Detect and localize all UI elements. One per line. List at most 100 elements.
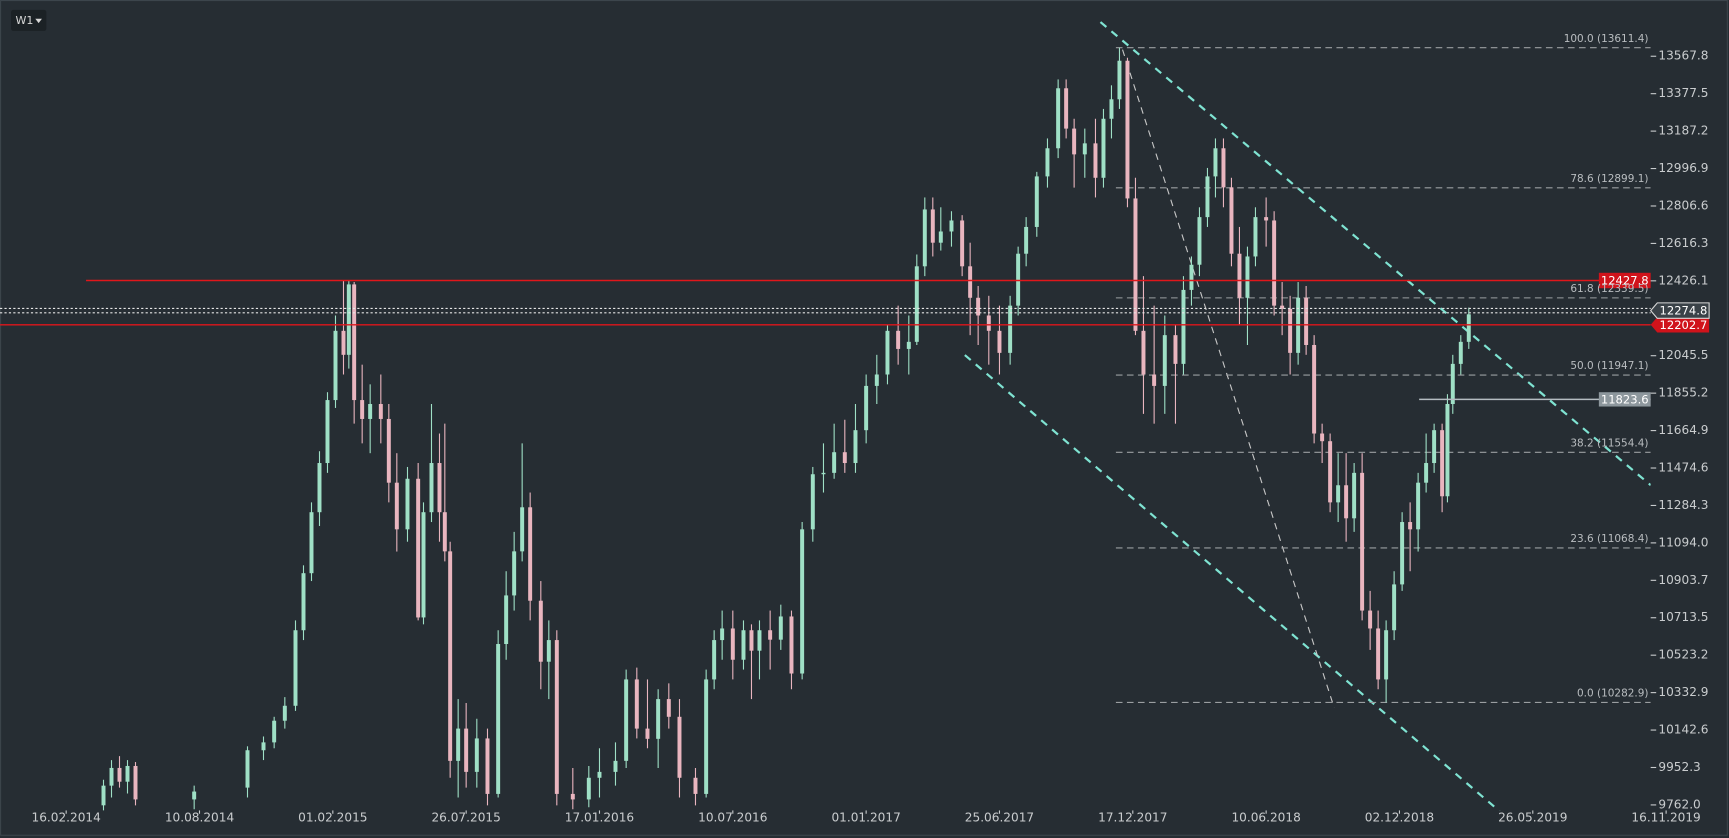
candle-body	[885, 330, 890, 375]
candle-body	[1109, 99, 1114, 119]
candle-body	[378, 404, 383, 419]
trend-line	[964, 354, 1501, 811]
candle-body	[512, 551, 517, 596]
candle-body	[1229, 187, 1234, 254]
candle-body	[930, 209, 935, 243]
level-tag	[1650, 317, 1710, 333]
y-tick-label: 11474.6	[1658, 461, 1708, 475]
candle-body	[117, 767, 122, 782]
dropdown-arrow	[35, 18, 42, 24]
y-tick-label: 13377.5	[1658, 86, 1708, 100]
candle-body	[1288, 308, 1293, 353]
y-tick-label: 11664.9	[1658, 423, 1708, 437]
candle-body	[1173, 335, 1178, 364]
candle-body	[1101, 118, 1106, 178]
candle-body	[666, 699, 671, 717]
y-tick-label: 12045.5	[1658, 348, 1708, 362]
plot-area	[101, 21, 1651, 811]
candle-body	[1466, 314, 1471, 342]
y-tick-label: 12426.1	[1658, 273, 1708, 287]
candle-body	[976, 297, 981, 316]
x-tick-label: 02.12.2018	[1365, 811, 1434, 825]
candle-body	[386, 418, 391, 483]
candle-body	[528, 507, 533, 601]
candle-body	[1141, 330, 1146, 375]
fib-label: 38.2 (11554.4)	[1570, 438, 1648, 450]
y-tick-label: 11855.2	[1658, 386, 1708, 400]
candle-body	[1392, 584, 1397, 631]
x-tick-label: 26.05.2019	[1498, 811, 1567, 825]
x-tick-label: 16.11.2019	[1631, 811, 1700, 825]
candle-body	[448, 551, 453, 761]
timeframe-button[interactable]	[11, 9, 47, 31]
level-tag-label: 12427.8	[1601, 274, 1649, 288]
candle-body	[1376, 628, 1381, 680]
candle-body	[1133, 198, 1138, 331]
candle-body	[261, 742, 266, 751]
y-tick-label: 13567.8	[1658, 49, 1708, 63]
candle-body	[1197, 217, 1202, 265]
candle-body	[309, 512, 314, 574]
candle-body	[485, 738, 490, 794]
candle-body	[1272, 220, 1277, 306]
y-tick-label: 10713.5	[1658, 610, 1708, 624]
fib-label: 61.8 (12339.5)	[1570, 283, 1648, 295]
candle-body	[352, 284, 357, 401]
candle-body	[960, 220, 965, 267]
x-tick-label: 17.01.2016	[565, 811, 634, 825]
candle-body	[125, 765, 130, 782]
candle-body	[914, 266, 919, 342]
x-tick-label: 01.02.2015	[298, 811, 367, 825]
candle-body	[1368, 610, 1373, 629]
y-tick-label: 12806.6	[1658, 198, 1708, 212]
candle-body	[101, 785, 106, 806]
candle-body	[1034, 176, 1039, 227]
candle-body	[645, 728, 650, 739]
candle-body	[853, 430, 858, 464]
candle-body	[1432, 430, 1437, 464]
candle-body	[333, 330, 338, 401]
candle-body	[597, 771, 602, 778]
candle-body	[416, 478, 421, 618]
level-tag	[1598, 272, 1651, 289]
fib-label: 23.6 (11068.4)	[1570, 533, 1648, 545]
gray-level-tag	[1598, 392, 1651, 407]
x-tick-label: 26.07.2015	[431, 811, 500, 825]
candle-body	[245, 750, 250, 788]
candle-body	[1360, 472, 1365, 611]
candle-body	[1344, 485, 1349, 519]
candle-body	[133, 765, 138, 800]
candle-body	[442, 512, 447, 552]
candle-body	[922, 209, 927, 267]
candle-body	[421, 512, 426, 618]
candle-body	[346, 284, 351, 355]
candle-body	[741, 630, 746, 660]
candle-body	[938, 231, 943, 243]
candle-body	[1237, 253, 1242, 298]
candle-body	[405, 478, 410, 530]
last-price-label: 12274.8	[1659, 304, 1707, 318]
fib-label: 78.6 (12899.1)	[1570, 173, 1648, 185]
candle-body	[504, 595, 509, 645]
candle-body	[394, 482, 399, 530]
candle-body	[1082, 143, 1087, 155]
candle-body	[272, 720, 277, 743]
candle-body	[1245, 256, 1250, 298]
candle-body	[1024, 226, 1029, 254]
candle-body	[634, 679, 639, 729]
candle-body	[1424, 463, 1429, 483]
timeframe-label: W1	[15, 14, 33, 27]
candle-body	[624, 679, 629, 761]
y-tick-label: 12996.9	[1658, 161, 1708, 175]
candle-body	[1352, 472, 1357, 519]
candle-body	[301, 573, 306, 631]
y-tick-label: 10903.7	[1658, 573, 1708, 587]
x-tick-label: 25.06.2017	[965, 811, 1034, 825]
x-tick-label: 10.07.2016	[698, 811, 767, 825]
candle-body	[1458, 341, 1463, 364]
candle-body	[325, 400, 330, 464]
candle-body	[317, 463, 322, 513]
candle-body	[864, 385, 869, 431]
candle-body	[464, 728, 469, 772]
